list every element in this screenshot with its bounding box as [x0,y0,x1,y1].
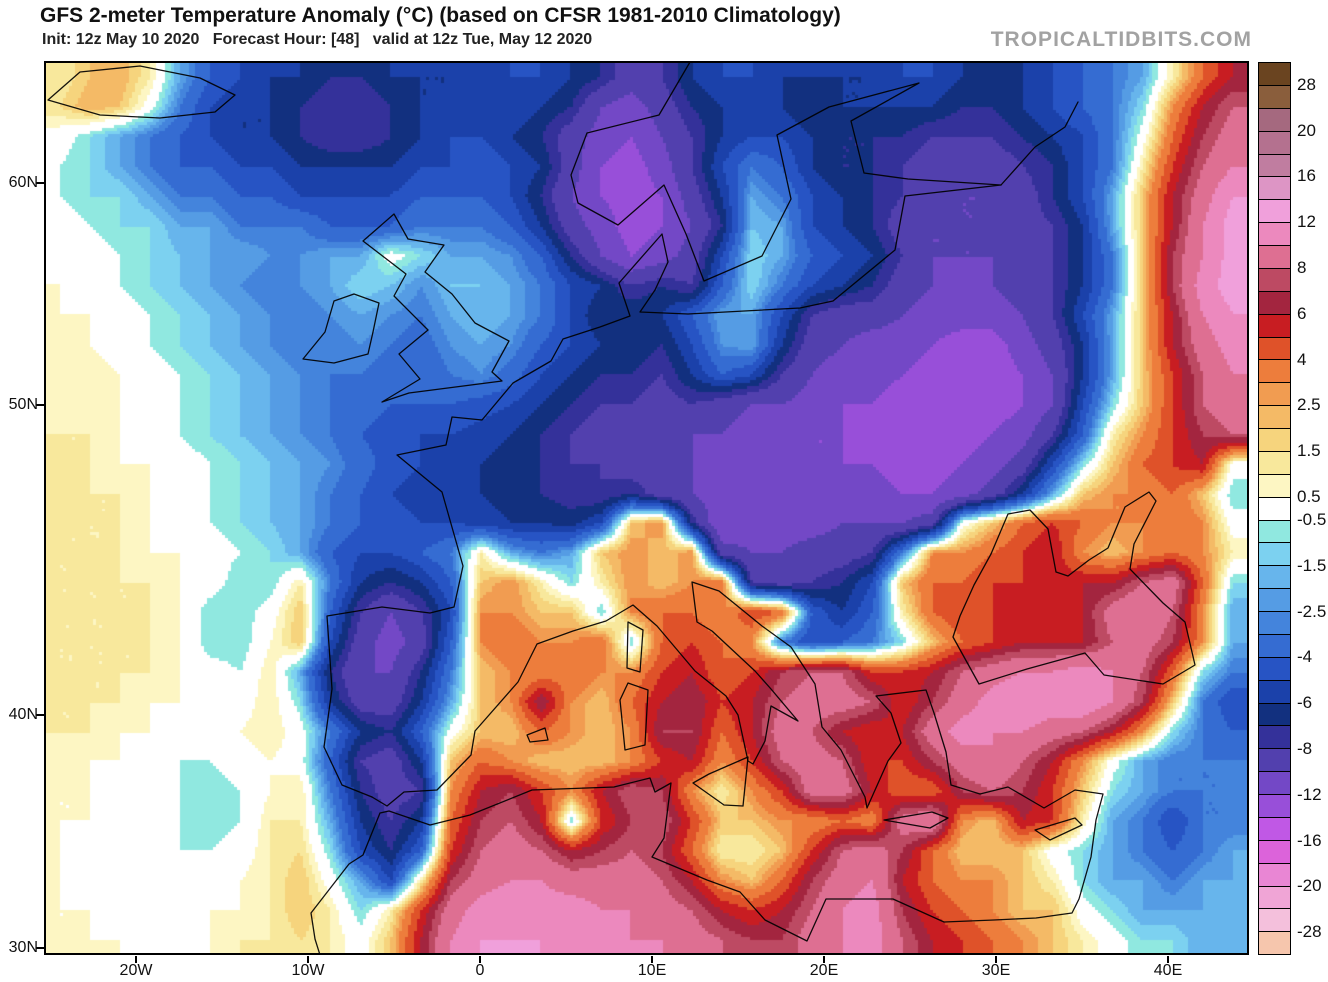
colorbar-cell [1259,588,1290,611]
colorbar-cell [1259,405,1290,428]
colorbar-cell [1259,382,1290,406]
colorbar-cell [1259,290,1290,314]
colorbar-cell [1259,428,1290,451]
colorbar-cell [1259,63,1290,85]
longitude-tick [307,956,309,963]
colorbar-cell [1259,908,1290,932]
colorbar [1258,62,1291,955]
colorbar-cell [1259,245,1290,268]
colorbar-cell [1259,748,1290,772]
colorbar-tick-label: -20 [1297,876,1322,896]
longitude-label: 10W [291,962,325,979]
colorbar-cell [1259,450,1290,474]
colorbar-cell [1259,816,1290,840]
site-watermark: TROPICALTIDBITS.COM [990,28,1252,51]
longitude-label: 20E [809,962,839,979]
colorbar-cell [1259,153,1290,177]
latitude-tick [36,714,44,716]
anomaly-field-canvas [45,62,1248,955]
colorbar-tick-label: -12 [1297,784,1322,804]
longitude-label: 20W [119,962,153,979]
colorbar-cell [1259,885,1290,909]
colorbar-tick-label: 12 [1297,212,1316,232]
run-info-subtitle: Init: 12z May 10 2020 Forecast Hour: [48… [42,31,593,48]
colorbar-tick-label: -2.5 [1297,601,1327,621]
latitude-tick [36,182,44,184]
page-title: GFS 2-meter Temperature Anomaly (°C) (ba… [40,4,841,27]
latitude-tick [36,404,44,406]
colorbar-cell [1259,359,1290,383]
colorbar-tick-label: 6 [1297,303,1307,323]
colorbar-cell [1259,267,1290,291]
latitude-label: 30N [8,939,38,956]
colorbar-cell [1259,702,1290,726]
colorbar-cell [1259,336,1290,360]
colorbar-tick-label: 1.5 [1297,441,1321,461]
colorbar-tick-label: -0.5 [1297,509,1327,529]
colorbar-cell [1259,199,1290,223]
colorbar-tick-label: 16 [1297,166,1316,186]
longitude-tick [479,956,481,963]
colorbar-cell [1259,176,1290,200]
colorbar-tick-label: 20 [1297,120,1316,140]
colorbar-tick-label: 2.5 [1297,395,1321,415]
colorbar-cell [1259,931,1290,955]
colorbar-cell [1259,679,1290,703]
longitude-tick [823,956,825,963]
colorbar-cell [1259,633,1290,657]
colorbar-cell [1259,130,1290,154]
colorbar-tick-label: -16 [1297,830,1322,850]
colorbar-cell [1259,107,1290,131]
colorbar-cell [1259,496,1290,520]
longitude-tick [651,956,653,963]
longitude-tick [995,956,997,963]
colorbar-cell [1259,862,1290,886]
colorbar-tick-label: -4 [1297,647,1313,667]
colorbar-tick-label: -8 [1297,738,1313,758]
latitude-label: 50N [8,396,38,413]
colorbar-cell [1259,611,1290,634]
longitude-tick [135,956,137,963]
colorbar-cell [1259,313,1290,337]
colorbar-cell [1259,473,1290,497]
colorbar-tick-label: 8 [1297,258,1307,278]
colorbar-cell [1259,222,1290,245]
longitude-label: 10E [637,962,667,979]
colorbar-cell [1259,725,1290,749]
colorbar-cell [1259,656,1290,680]
colorbar-tick-label: -28 [1297,922,1322,942]
colorbar-cell [1259,84,1290,108]
colorbar-cell [1259,542,1290,566]
colorbar-cell [1259,519,1290,543]
colorbar-cell [1259,565,1290,589]
colorbar-cell [1259,771,1290,794]
latitude-label: 40N [8,706,38,723]
colorbar-cell [1259,839,1290,863]
latitude-label: 60N [8,174,38,191]
colorbar-tick-label: 0.5 [1297,487,1321,507]
colorbar-tick-label: 28 [1297,74,1316,94]
colorbar-tick-label: -6 [1297,693,1313,713]
latitude-tick [36,947,44,949]
longitude-label: 40E [1153,962,1183,979]
longitude-label: 0 [475,962,485,979]
colorbar-tick-label: 4 [1297,349,1307,369]
longitude-tick [1167,956,1169,963]
colorbar-cell [1259,794,1290,817]
colorbar-tick-label: -1.5 [1297,555,1327,575]
longitude-label: 30E [981,962,1011,979]
